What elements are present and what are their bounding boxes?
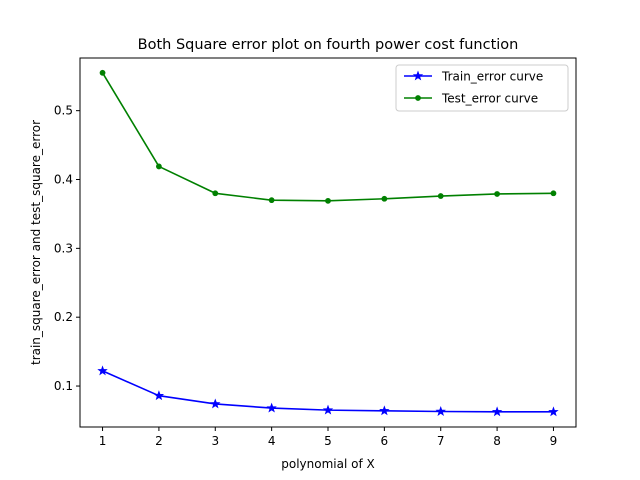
- data-point: [437, 193, 444, 199]
- y-tick-label: 0.4: [54, 173, 73, 187]
- data-point: [212, 190, 219, 197]
- data-point: [266, 402, 277, 413]
- x-tick-label: 4: [268, 434, 276, 448]
- data-point: [153, 390, 165, 401]
- data-point: [322, 404, 334, 415]
- data-point: [99, 69, 106, 76]
- x-tick-label: 8: [493, 434, 501, 448]
- legend-marker: [415, 95, 421, 101]
- data-point: [156, 163, 162, 170]
- ticks-layer: 1 2 3 4 5 6 7 8 9 0.1 0.2 0.3 0.4 0.5: [54, 104, 557, 448]
- data-point: [494, 191, 500, 197]
- legend-marker: [412, 70, 424, 81]
- data-point: [435, 406, 446, 416]
- x-tick-label: 1: [99, 434, 107, 448]
- x-tick-label: 5: [324, 434, 332, 448]
- y-tick-label: 0.1: [54, 379, 73, 393]
- data-point: [268, 197, 275, 204]
- x-tick-label: 7: [437, 434, 445, 448]
- legend-box: [395, 64, 569, 112]
- plot-frame: [79, 57, 577, 428]
- y-tick-label: 0.5: [54, 104, 73, 118]
- data-point: [97, 365, 108, 376]
- legend: Train_error curve Test_error curve: [395, 64, 569, 112]
- y-axis-label: train_square_error and test_square_error: [29, 120, 43, 365]
- legend-label: Train_error curve: [441, 70, 543, 84]
- data-point: [491, 406, 503, 417]
- legend-label: Test_error curve: [441, 92, 538, 106]
- chart-title: Both Square error plot on fourth power c…: [138, 37, 519, 53]
- data-point: [325, 197, 331, 204]
- y-tick-label: 0.2: [54, 310, 73, 324]
- x-axis-label: polynomial of X: [281, 457, 374, 471]
- y-tick-label: 0.3: [54, 241, 73, 255]
- x-tick-label: 9: [550, 434, 558, 448]
- x-tick-label: 3: [211, 434, 219, 448]
- data-point: [548, 406, 559, 417]
- x-tick-label: 2: [155, 434, 163, 448]
- x-tick-label: 6: [381, 434, 389, 448]
- data-point: [379, 405, 390, 416]
- data-point: [210, 398, 221, 409]
- data-point: [550, 190, 557, 197]
- data-point: [381, 195, 388, 202]
- series-layer: [97, 69, 559, 417]
